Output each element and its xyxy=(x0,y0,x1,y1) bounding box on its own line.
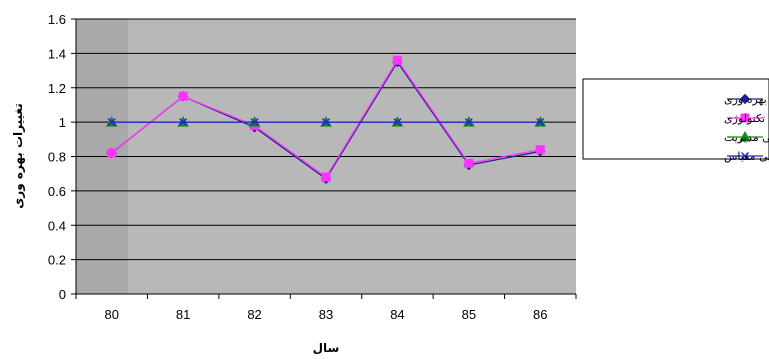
y-tick-label: 1.2 xyxy=(48,81,66,96)
legend-item-2: تغییرات تکنولوژی xyxy=(724,112,769,125)
y-tick-label: 0.6 xyxy=(48,184,66,199)
x-tick-label: 81 xyxy=(176,307,190,322)
series-2-point xyxy=(178,91,188,101)
series-4-point xyxy=(536,118,545,127)
x-tick-label: 84 xyxy=(390,307,404,322)
x-tick-labels: 80 81 82 83 84 85 86 xyxy=(104,307,547,322)
y-tick-label: 1 xyxy=(59,115,66,130)
series-2-point xyxy=(392,55,402,65)
series-2-point xyxy=(464,158,474,168)
legend-label: تغییرات تکنولوژی xyxy=(724,112,769,125)
y-tick-label: 0.8 xyxy=(48,150,66,165)
series-2-point xyxy=(535,145,545,155)
y-tick-label: 1.6 xyxy=(48,12,66,27)
x-tick-label: 82 xyxy=(247,307,261,322)
x-tick-label: 80 xyxy=(104,307,118,322)
series-2-point xyxy=(321,172,331,182)
legend-swatch-marker xyxy=(739,93,751,105)
legend-item-3: تغییرات کارایی مدیریت xyxy=(724,130,769,144)
series-4-point xyxy=(322,118,330,127)
y-axis-title: تغییرات بهره وری xyxy=(11,103,26,208)
series-4-point xyxy=(107,118,116,127)
series-2-point xyxy=(107,148,117,158)
y-tick-label: 0 xyxy=(59,287,66,302)
series-4 xyxy=(107,118,545,127)
series-4-point xyxy=(464,118,473,127)
legend-swatch-marker xyxy=(740,113,750,123)
legend-swatch-marker xyxy=(741,152,749,160)
legend: تغییرات بهره وری تغییرات تکنولوژی تغییرات … xyxy=(582,78,769,163)
legend-item-1: تغییرات بهره وری xyxy=(724,93,769,106)
legend-box xyxy=(582,78,769,160)
y-tick-labels: 0 0.2 0.4 0.6 0.8 1 1.2 1.4 1.6 xyxy=(48,12,66,302)
legend-label: تغییرات کارایی مدیریت xyxy=(724,131,769,144)
x-tick-label: 85 xyxy=(462,307,476,322)
series-4-point xyxy=(393,118,402,127)
series-4-point xyxy=(179,118,188,127)
x-tick-label: 86 xyxy=(533,307,547,322)
legend-label: تغییرات کارایی مقیاس xyxy=(724,150,769,163)
series-4-point xyxy=(250,118,259,127)
legend-label: تغییرات بهره وری xyxy=(724,93,769,106)
legend-item-4: تغییرات کارایی مقیاس xyxy=(724,150,769,163)
y-tick-label: 0.4 xyxy=(48,218,66,233)
x-tick-label: 83 xyxy=(319,307,333,322)
y-tick-label: 0.2 xyxy=(48,253,66,268)
axes xyxy=(71,18,577,299)
series-layer xyxy=(105,55,547,185)
legend-swatch-marker xyxy=(739,130,751,142)
x-axis-title: سال xyxy=(313,341,340,355)
y-tick-label: 1.4 xyxy=(48,46,66,61)
